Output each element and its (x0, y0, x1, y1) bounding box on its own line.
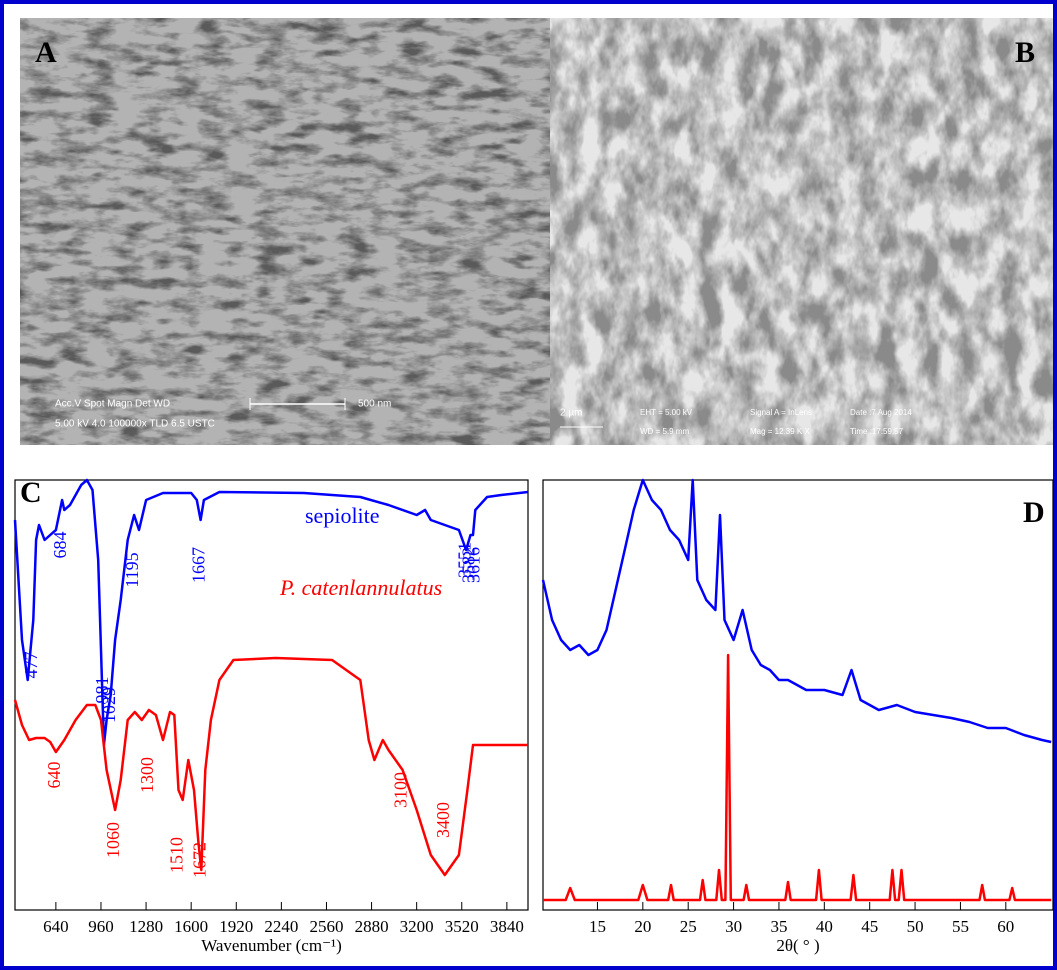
x-tick-label: 2880 (355, 917, 389, 936)
series-label: P. catenlannulatus (279, 575, 442, 600)
x-tick-label: 1600 (174, 917, 208, 936)
peak-label: 3100 (391, 772, 411, 808)
peak-label: 1195 (122, 552, 142, 587)
peak-label: 640 (44, 762, 64, 789)
peak-label: 3551 (454, 542, 474, 578)
sem-info: Date :7 Aug 2014 (850, 408, 912, 417)
x-tick-label: 55 (952, 917, 969, 936)
x-tick-label: 35 (770, 917, 787, 936)
sem-info: Time :17:59:57 (850, 427, 904, 436)
peak-label: 1060 (103, 822, 123, 858)
x-tick-label: 50 (907, 917, 924, 936)
panel-label: B (1015, 36, 1035, 69)
scale-label: 500 nm (358, 399, 391, 410)
peak-label: 1510 (167, 837, 187, 873)
series-line (543, 653, 1052, 902)
peak-label: 981 (92, 677, 112, 704)
panel-label: C (20, 476, 42, 509)
peak-label: 684 (50, 532, 70, 559)
scale-label: 2 µm (560, 408, 582, 419)
x-tick-label: 960 (88, 917, 114, 936)
series-line (541, 478, 1052, 744)
x-tick-label: 3520 (445, 917, 479, 936)
peak-label: 1672 (189, 842, 209, 878)
x-tick-label: 1920 (219, 917, 253, 936)
x-tick-label: 25 (680, 917, 697, 936)
sem-info: Mag = 12.39 K X (750, 427, 810, 436)
x-axis-title: 2θ( ° ) (776, 936, 819, 955)
sem-info: Acc.V Spot Magn Det WD (55, 399, 170, 410)
peak-label: 3582 (459, 547, 479, 583)
x-axis-title: Wavenumber (cm⁻¹) (201, 936, 342, 955)
sem-info: Signal A = InLens (750, 408, 812, 417)
series-label: sepiolite (305, 503, 380, 528)
x-tick-label: 640 (43, 917, 69, 936)
x-tick-label: 2560 (309, 917, 343, 936)
sem-texture-b (550, 18, 1053, 445)
x-tick-label: 20 (634, 917, 651, 936)
plot-frame (542, 479, 1054, 911)
x-tick-label: 2240 (264, 917, 298, 936)
panel-label: A (35, 36, 57, 69)
peak-label: 3616 (463, 547, 483, 583)
peak-label: 1667 (189, 547, 209, 583)
x-tick-label: 40 (816, 917, 833, 936)
series-line (13, 656, 528, 877)
series-line (13, 478, 529, 747)
x-tick-label: 3200 (400, 917, 434, 936)
peak-label: 3400 (433, 802, 453, 838)
x-tick-label: 30 (725, 917, 742, 936)
x-tick-label: 45 (861, 917, 878, 936)
sem-info: 5.00 kV 4.0 100000x TLD 6.5 USTC (55, 419, 215, 430)
x-tick-label: 3840 (490, 917, 524, 936)
x-tick-label: 15 (589, 917, 606, 936)
x-tick-label: 60 (997, 917, 1014, 936)
sem-texture-a (20, 18, 550, 445)
sem-info: WD = 5.9 mm (640, 427, 689, 436)
peak-label: 477 (21, 652, 41, 679)
x-tick-label: 1280 (129, 917, 163, 936)
panel-label: D (1023, 496, 1045, 529)
peak-label: 1029 (99, 687, 119, 723)
peak-label: 1300 (137, 757, 157, 793)
sem-info: EHT = 5.00 kV (640, 408, 693, 417)
plot-frame (14, 479, 529, 911)
